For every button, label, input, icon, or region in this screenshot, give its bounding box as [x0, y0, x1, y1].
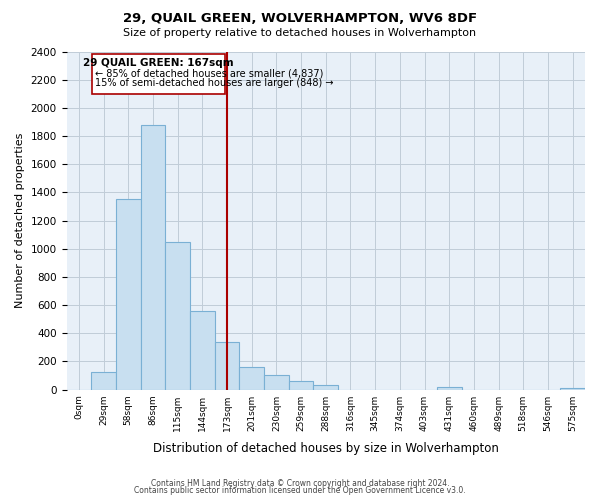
Bar: [264, 375, 289, 390]
Bar: [239, 367, 264, 390]
Bar: [91, 372, 116, 390]
Y-axis label: Number of detached properties: Number of detached properties: [15, 133, 25, 308]
X-axis label: Distribution of detached houses by size in Wolverhampton: Distribution of detached houses by size …: [153, 442, 499, 455]
Text: 15% of semi-detached houses are larger (848) →: 15% of semi-detached houses are larger (…: [95, 78, 334, 88]
Text: 29 QUAIL GREEN: 167sqm: 29 QUAIL GREEN: 167sqm: [83, 58, 234, 68]
Bar: [165, 242, 190, 390]
Text: Size of property relative to detached houses in Wolverhampton: Size of property relative to detached ho…: [124, 28, 476, 38]
Bar: [560, 388, 585, 390]
Bar: [289, 381, 313, 390]
Text: Contains public sector information licensed under the Open Government Licence v3: Contains public sector information licen…: [134, 486, 466, 495]
Bar: [313, 386, 338, 390]
Bar: [140, 125, 165, 390]
Bar: [190, 312, 215, 390]
Text: 29, QUAIL GREEN, WOLVERHAMPTON, WV6 8DF: 29, QUAIL GREEN, WOLVERHAMPTON, WV6 8DF: [123, 12, 477, 26]
Bar: [116, 200, 140, 390]
FancyBboxPatch shape: [92, 54, 224, 94]
Text: Contains HM Land Registry data © Crown copyright and database right 2024.: Contains HM Land Registry data © Crown c…: [151, 478, 449, 488]
Bar: [437, 387, 461, 390]
Text: ← 85% of detached houses are smaller (4,837): ← 85% of detached houses are smaller (4,…: [95, 68, 323, 78]
Bar: [215, 342, 239, 390]
